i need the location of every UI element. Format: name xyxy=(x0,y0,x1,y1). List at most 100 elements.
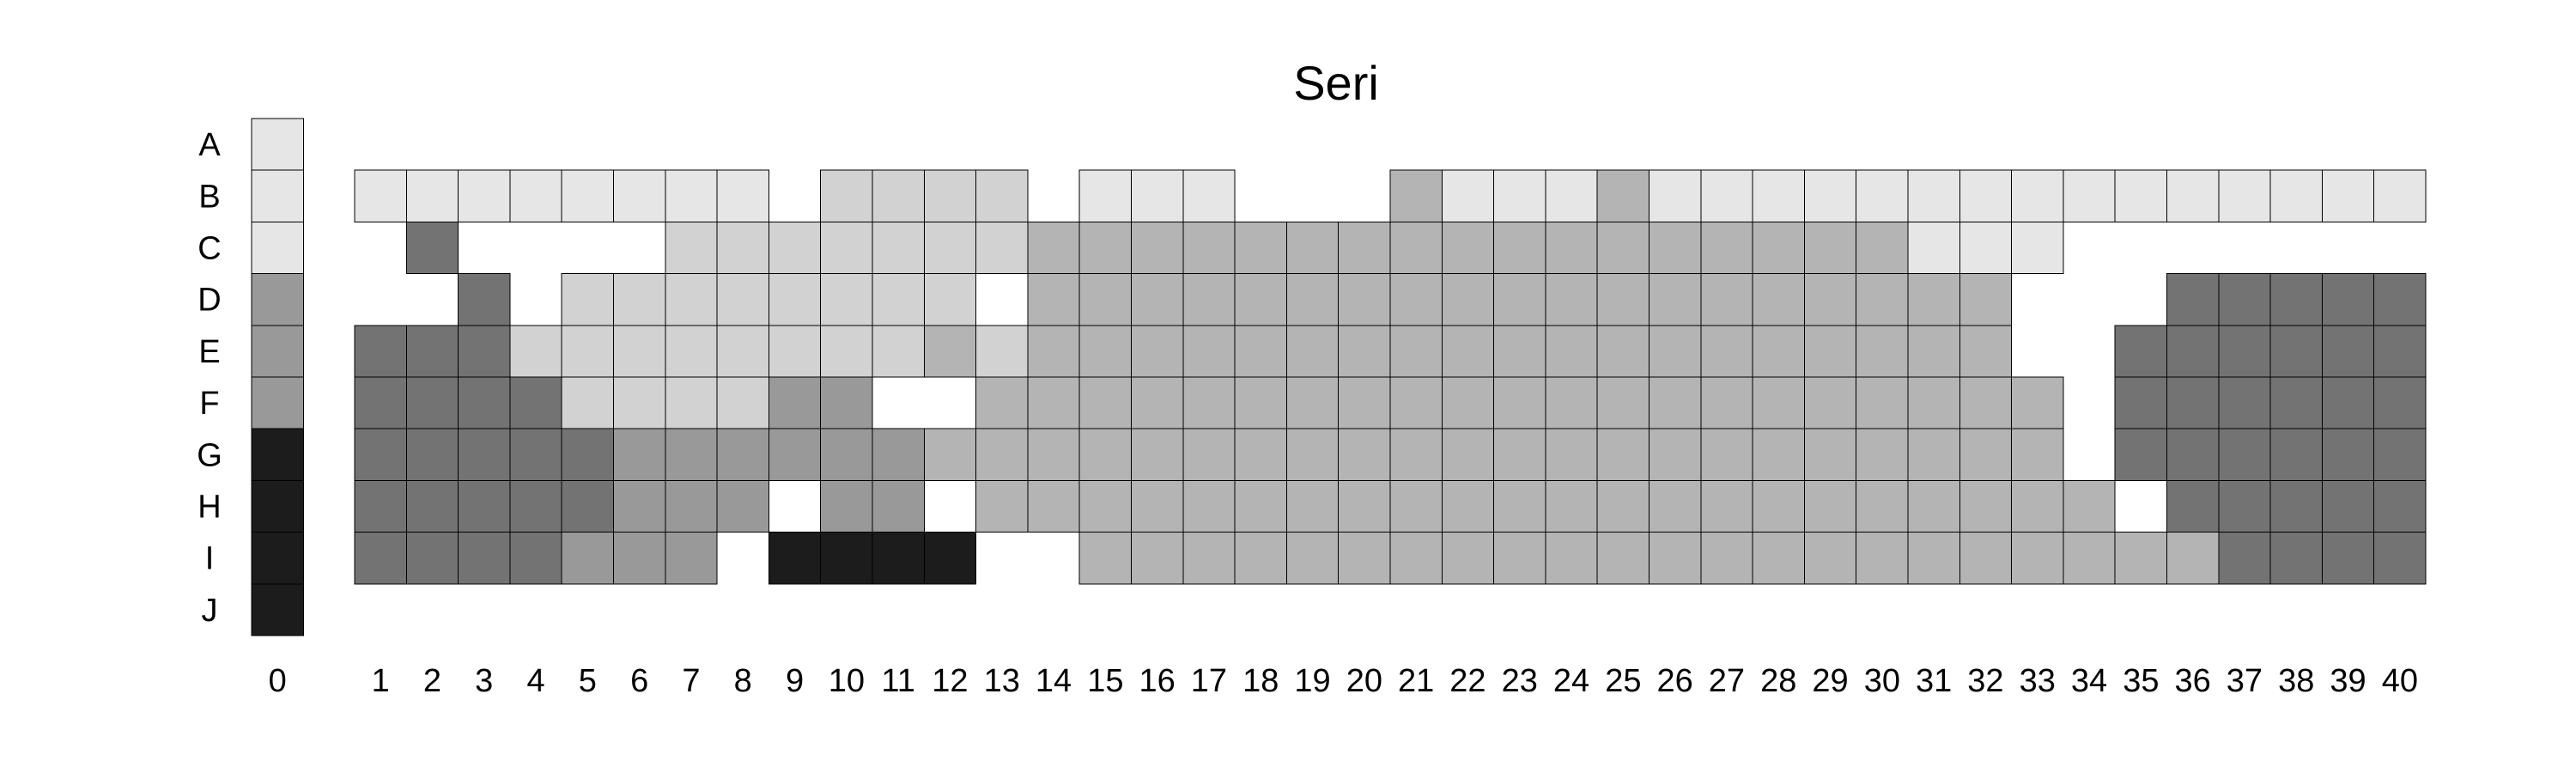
heatmap-cell-E-28 xyxy=(1752,325,1805,378)
row-label-B: B xyxy=(198,179,220,215)
heatmap-cell-H-20 xyxy=(1338,479,1391,533)
heatmap-cell-E-30 xyxy=(1856,325,1909,378)
heatmap-cell-B-26 xyxy=(1649,169,1702,222)
heatmap-cell-E-31 xyxy=(1907,325,1960,378)
heatmap-cell-F-7 xyxy=(665,376,718,429)
heatmap-cell-B-36 xyxy=(2166,169,2220,222)
column-label-21: 21 xyxy=(1398,663,1434,699)
heatmap-cell-E-12 xyxy=(923,325,977,378)
heatmap-cell-B-38 xyxy=(2269,169,2323,222)
heatmap-cell-E-3 xyxy=(458,325,511,378)
heatmap-cell-C-11 xyxy=(872,221,925,275)
heatmap-cell-B-23 xyxy=(1493,169,1546,222)
heatmap-cell-D-32 xyxy=(1959,273,2013,326)
heatmap-cell-I-0 xyxy=(251,532,304,585)
heatmap-cell-B-5 xyxy=(561,169,615,222)
heatmap-cell-E-17 xyxy=(1182,325,1236,378)
heatmap-cell-F-26 xyxy=(1649,376,1702,429)
heatmap-cell-G-9 xyxy=(768,428,822,481)
heatmap-cell-B-37 xyxy=(2218,169,2271,222)
heatmap-cell-D-16 xyxy=(1131,273,1184,326)
heatmap-cell-B-21 xyxy=(1389,169,1443,222)
heatmap-cell-B-28 xyxy=(1752,169,1805,222)
heatmap-cell-H-15 xyxy=(1078,479,1132,533)
heatmap-cell-F-18 xyxy=(1234,376,1287,429)
heatmap-cell-E-0 xyxy=(251,325,304,378)
heatmap-cell-B-32 xyxy=(1959,169,2013,222)
heatmap-cell-H-1 xyxy=(354,479,407,533)
heatmap-cell-F-6 xyxy=(613,376,666,429)
heatmap-cell-G-8 xyxy=(716,428,769,481)
heatmap-cell-D-28 xyxy=(1752,273,1805,326)
heatmap-cell-D-40 xyxy=(2373,273,2427,326)
heatmap-cell-E-5 xyxy=(561,325,615,378)
heatmap-cell-G-21 xyxy=(1389,428,1443,481)
heatmap-cell-B-10 xyxy=(820,169,873,222)
heatmap-cell-F-9 xyxy=(768,376,822,429)
heatmap-cell-G-36 xyxy=(2166,428,2220,481)
heatmap-cell-H-33 xyxy=(2011,479,2064,533)
heatmap-cell-H-31 xyxy=(1907,479,1960,533)
heatmap-cell-I-19 xyxy=(1285,532,1340,585)
heatmap-cell-G-23 xyxy=(1493,428,1546,481)
heatmap-cell-D-9 xyxy=(768,273,822,326)
heatmap-cell-E-7 xyxy=(665,325,718,378)
heatmap-cell-G-33 xyxy=(2011,428,2064,481)
column-label-22: 22 xyxy=(1449,663,1485,699)
column-label-1: 1 xyxy=(372,663,390,699)
heatmap-cell-F-31 xyxy=(1907,376,1960,429)
heatmap-cell-I-7 xyxy=(665,532,718,585)
row-label-E: E xyxy=(198,334,220,370)
column-label-28: 28 xyxy=(1760,663,1796,699)
row-label-H: H xyxy=(197,490,221,526)
heatmap-cell-E-19 xyxy=(1285,325,1340,378)
heatmap-cell-F-8 xyxy=(716,376,769,429)
heatmap-cell-G-25 xyxy=(1596,428,1649,481)
column-label-19: 19 xyxy=(1294,663,1330,699)
heatmap-cell-B-35 xyxy=(2114,169,2167,222)
heatmap-cell-E-37 xyxy=(2218,325,2271,378)
heatmap-cell-D-18 xyxy=(1234,273,1287,326)
cell-grid xyxy=(251,118,2427,636)
chart-title: Seri xyxy=(1293,56,1379,110)
column-label-12: 12 xyxy=(932,663,968,699)
heatmap-cell-I-26 xyxy=(1649,532,1702,585)
heatmap-cell-B-6 xyxy=(613,169,666,222)
heatmap-cell-G-32 xyxy=(1959,428,2013,481)
heatmap-cell-E-15 xyxy=(1078,325,1132,378)
heatmap-cell-C-19 xyxy=(1285,221,1340,275)
column-label-40: 40 xyxy=(2382,663,2418,699)
heatmap-cell-E-32 xyxy=(1959,325,2013,378)
heatmap-cell-D-21 xyxy=(1389,273,1443,326)
heatmap-cell-B-30 xyxy=(1856,169,1909,222)
heatmap-cell-D-14 xyxy=(1027,273,1080,326)
row-label-G: G xyxy=(197,437,222,473)
heatmap-cell-F-5 xyxy=(561,376,615,429)
heatmap-cell-E-39 xyxy=(2321,325,2375,378)
heatmap-cell-C-32 xyxy=(1959,221,2013,275)
heatmap-cell-F-32 xyxy=(1959,376,2013,429)
heatmap-cell-E-23 xyxy=(1493,325,1546,378)
heatmap-cell-E-36 xyxy=(2166,325,2220,378)
heatmap-cell-I-16 xyxy=(1131,532,1184,585)
heatmap-cell-D-5 xyxy=(561,273,615,326)
heatmap-cell-F-24 xyxy=(1545,376,1598,429)
heatmap-cell-F-0 xyxy=(251,376,304,429)
heatmap-cell-C-25 xyxy=(1596,221,1649,275)
heatmap-cell-H-16 xyxy=(1131,479,1184,533)
heatmap-cell-I-40 xyxy=(2373,532,2427,585)
heatmap-cell-D-15 xyxy=(1078,273,1132,326)
column-label-27: 27 xyxy=(1709,663,1745,699)
heatmap-cell-C-10 xyxy=(820,221,873,275)
heatmap-cell-C-33 xyxy=(2011,221,2064,275)
heatmap-cell-H-10 xyxy=(820,479,873,533)
heatmap-cell-I-32 xyxy=(1959,532,2013,585)
heatmap-cell-G-7 xyxy=(665,428,718,481)
heatmap-cell-J-0 xyxy=(251,583,304,636)
heatmap-cell-H-14 xyxy=(1027,479,1080,533)
heatmap-cell-F-33 xyxy=(2011,376,2064,429)
heatmap-cell-G-22 xyxy=(1441,428,1495,481)
heatmap-cell-D-6 xyxy=(613,273,666,326)
heatmap-cell-G-35 xyxy=(2114,428,2167,481)
heatmap-cell-H-0 xyxy=(251,479,304,533)
